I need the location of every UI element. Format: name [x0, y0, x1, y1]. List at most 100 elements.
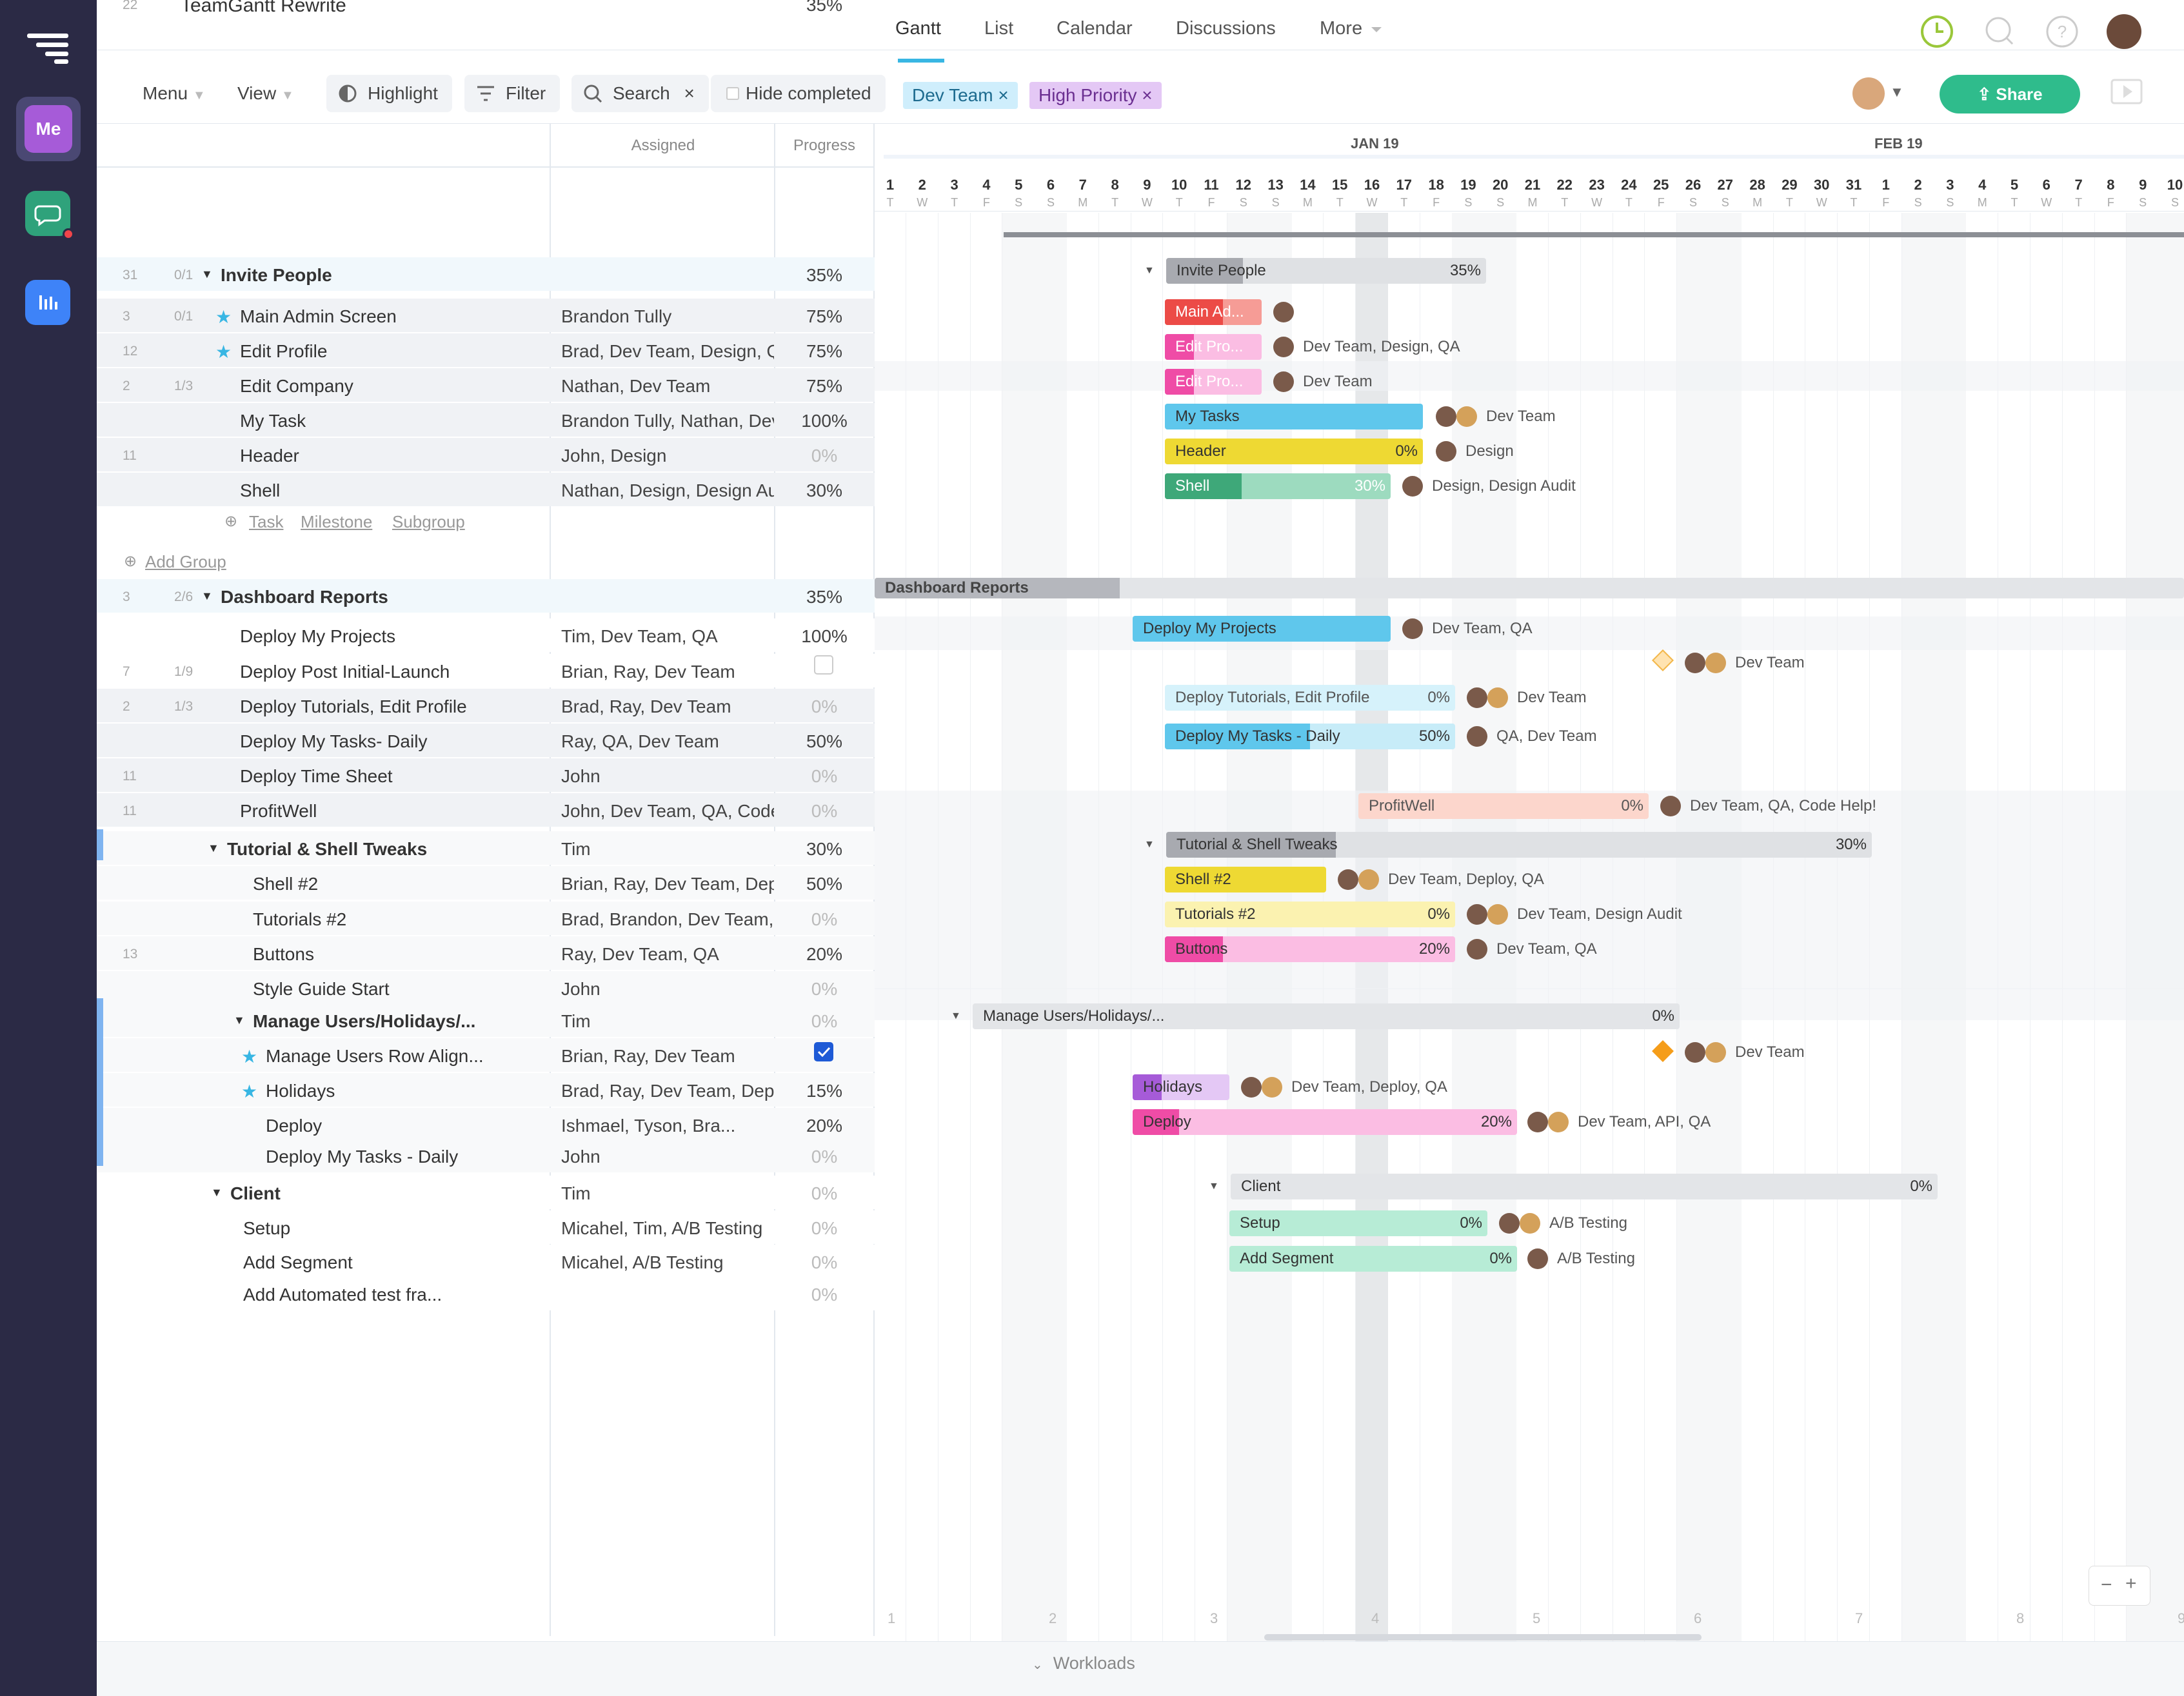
assignee-avatar[interactable]: [1456, 406, 1477, 427]
tab-list[interactable]: List: [984, 18, 1014, 39]
group-bar-tutorial[interactable]: Tutorial & Shell Tweaks 30%: [1166, 832, 1872, 858]
assignee-avatar[interactable]: [1499, 1213, 1520, 1234]
assignee-avatar[interactable]: [1273, 371, 1294, 392]
task-bar[interactable]: Edit Pro...: [1165, 334, 1262, 360]
assignee-avatar[interactable]: [1467, 904, 1487, 925]
collapse-triangle-icon[interactable]: ▼: [1144, 265, 1155, 276]
task-row[interactable]: Shell #2 Brian, Ray, Dev Team, Deploy, QA…: [97, 866, 875, 900]
collapse-triangle-icon[interactable]: ▼: [208, 842, 219, 854]
collaborator-avatar[interactable]: [1852, 77, 1885, 110]
tab-discussions[interactable]: Discussions: [1176, 18, 1276, 39]
task-row[interactable]: Edit Profile 12 Brad, Dev Team, Design, QA…: [97, 333, 875, 367]
assignee-avatar[interactable]: [1467, 726, 1487, 747]
assignee-avatar[interactable]: [1241, 1077, 1262, 1098]
task-row[interactable]: Deploy My Tasks- Daily Ray, QA, Dev Team 5…: [97, 724, 875, 757]
task-bar[interactable]: Setup 0%: [1229, 1210, 1487, 1236]
collapse-triangle-icon[interactable]: ▼: [201, 589, 213, 602]
assignee-avatar[interactable]: [1705, 1042, 1726, 1063]
teamgantt-logo[interactable]: [27, 34, 68, 64]
task-row[interactable]: Deploy Tutorials, Edit Profile 2 1/3 Brad, …: [97, 689, 875, 722]
plus-circle-icon[interactable]: ⊕: [124, 553, 137, 570]
task-row[interactable]: Add Segment Micahel, A/B Testing 0%: [97, 1245, 875, 1278]
collapse-triangle-icon[interactable]: ▼: [233, 1014, 245, 1027]
add-milestone-link[interactable]: Milestone: [301, 512, 373, 531]
task-bar[interactable]: Tutorials #2 0%: [1165, 902, 1455, 927]
assignee-avatar[interactable]: [1436, 441, 1456, 462]
priority-star-icon[interactable]: ★: [215, 307, 232, 327]
dev-team-chip[interactable]: Dev Team ×: [903, 82, 1018, 109]
workloads-toggle[interactable]: ⌄ Workloads: [1032, 1653, 1135, 1673]
assignee-avatar[interactable]: [1548, 1112, 1569, 1132]
task-bar[interactable]: Edit Pro...: [1165, 369, 1262, 395]
task-row[interactable]: ProfitWell 11 John, Dev Team, QA, Code Hel…: [97, 793, 875, 827]
collapse-triangle-icon[interactable]: ▼: [201, 268, 213, 281]
task-bar[interactable]: ProfitWell 0%: [1358, 793, 1649, 819]
task-bar[interactable]: My Tasks: [1165, 404, 1423, 429]
assignee-avatar[interactable]: [1467, 687, 1487, 708]
progress-column-header[interactable]: Progress: [793, 137, 856, 154]
chat-button[interactable]: [25, 191, 74, 240]
task-bar[interactable]: Shell #2: [1165, 867, 1326, 892]
checked-checkbox[interactable]: [814, 1042, 833, 1061]
priority-star-icon[interactable]: ★: [241, 1081, 258, 1101]
task-row[interactable]: Style Guide Start John 0%: [97, 971, 875, 1005]
assignee-avatar[interactable]: [1358, 869, 1379, 890]
assignee-avatar[interactable]: [1402, 476, 1423, 497]
task-row[interactable]: Shell Nathan, Design, Design Audit 30%: [97, 473, 875, 506]
reports-button[interactable]: [25, 280, 70, 325]
assignee-avatar[interactable]: [1436, 406, 1456, 427]
highlight-button[interactable]: Highlight: [326, 75, 452, 112]
milestone-diamond-icon[interactable]: [1652, 1040, 1674, 1062]
progress-checkbox[interactable]: [814, 655, 833, 675]
task-bar[interactable]: Shell 30%: [1165, 473, 1391, 499]
zoom-in-button[interactable]: +: [2125, 1573, 2137, 1594]
task-row[interactable]: Deploy My Projects Tim, Dev Team, QA 100%: [97, 618, 875, 652]
task-row[interactable]: Deploy Post Initial-Launch 7 1/9 Brian, Ray…: [97, 654, 875, 687]
chevron-down-icon[interactable]: ▼: [1890, 84, 1904, 100]
hide-completed-toggle[interactable]: Hide completed: [711, 75, 886, 112]
task-row[interactable]: Deploy Ishmael, Tyson, Bra... 20%: [97, 1108, 875, 1141]
assignee-avatar[interactable]: [1527, 1112, 1548, 1132]
task-bar[interactable]: Deploy My Tasks - Daily 50%: [1165, 724, 1455, 749]
task-row[interactable]: Main Admin Screen 3 0/1 Brandon Tully 75% ★: [97, 299, 875, 332]
group-bar-invite-people[interactable]: Invite People 35%: [1166, 258, 1486, 284]
assignee-avatar[interactable]: [1262, 1077, 1282, 1098]
assignee-avatar[interactable]: [1402, 618, 1423, 639]
add-group-link[interactable]: Add Group: [145, 552, 226, 571]
task-bar[interactable]: Deploy Tutorials, Edit Profile 0%: [1165, 685, 1455, 711]
task-bar[interactable]: Buttons 20%: [1165, 936, 1455, 962]
task-row[interactable]: Tutorials #2 Brad, Brandon, Dev Team, Des…: [97, 902, 875, 935]
assignee-avatar[interactable]: [1338, 869, 1358, 890]
collapse-triangle-icon[interactable]: ▼: [211, 1186, 223, 1199]
tab-gantt[interactable]: Gantt: [895, 18, 941, 39]
assignee-avatar[interactable]: [1685, 1042, 1705, 1063]
task-row[interactable]: Setup Micahel, Tim, A/B Testing 0%: [97, 1210, 875, 1244]
task-row[interactable]: Deploy Time Sheet 11 John 0%: [97, 758, 875, 792]
task-row[interactable]: Edit Company 2 1/3 Nathan, Dev Team 75%: [97, 368, 875, 402]
zoom-out-button[interactable]: −: [2101, 1574, 2112, 1595]
task-row[interactable]: TeamGantt Rewrite 22 35%: [97, 0, 875, 21]
task-row[interactable]: Holidays Brad, Ray, Dev Team, Deploy, QA 1…: [97, 1073, 875, 1107]
add-task-link[interactable]: Task: [249, 512, 284, 531]
remove-chip-icon[interactable]: ×: [1142, 85, 1153, 105]
assignee-avatar[interactable]: [1660, 796, 1681, 816]
task-row[interactable]: Client ▼ Tim 0%: [97, 1176, 875, 1209]
plus-circle-icon[interactable]: ⊕: [224, 513, 238, 530]
search-icon[interactable]: [1983, 14, 2018, 49]
high-priority-chip[interactable]: High Priority ×: [1029, 82, 1162, 109]
task-bar[interactable]: Deploy My Projects: [1133, 616, 1391, 642]
assignee-avatar[interactable]: [1705, 653, 1726, 673]
assignee-avatar[interactable]: [1520, 1213, 1540, 1234]
task-bar[interactable]: Holidays: [1133, 1074, 1229, 1100]
task-row[interactable]: Header 11 John, Design 0%: [97, 438, 875, 471]
group-bar-dashboard-reports[interactable]: Dashboard Reports: [875, 578, 2184, 598]
play-icon[interactable]: [2109, 75, 2147, 108]
collapse-triangle-icon[interactable]: ▼: [1209, 1181, 1219, 1192]
task-row[interactable]: Tutorial & Shell Tweaks ▼ Tim 30%: [97, 831, 875, 865]
task-row[interactable]: Manage Users/Holidays/... ▼ Tim 0%: [97, 1003, 875, 1037]
share-button[interactable]: ⇪ Share: [1940, 75, 2080, 113]
tab-more[interactable]: More: [1320, 18, 1363, 39]
task-row[interactable]: My Task Brandon Tully, Nathan, Dev Team 10…: [97, 403, 875, 437]
assignee-avatar[interactable]: [1273, 337, 1294, 357]
task-bar[interactable]: Header 0%: [1165, 439, 1423, 464]
